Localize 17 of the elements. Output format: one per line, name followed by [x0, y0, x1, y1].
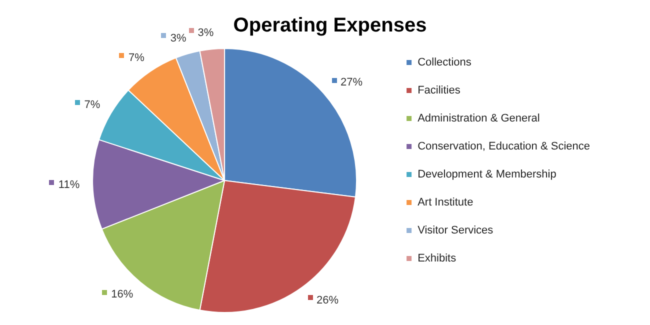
data-label: 16% — [111, 288, 134, 301]
chart-title: Operating Expenses — [233, 14, 427, 37]
data-label: 7% — [128, 52, 145, 64]
legend-label: Visitor Services — [418, 224, 494, 237]
data-label: 3% — [170, 32, 186, 44]
legend-label: Collections — [418, 56, 472, 69]
legend-label: Conservation, Education & Science — [418, 140, 590, 153]
legend-label: Exhibits — [418, 252, 457, 265]
data-label: 27% — [340, 76, 363, 89]
legend-label: Administration & General — [418, 112, 540, 125]
data-label: 7% — [84, 99, 100, 112]
data-label: 3% — [198, 27, 214, 40]
legend-label: Art Institute — [418, 196, 474, 209]
data-label: 11% — [58, 179, 80, 192]
data-label: 26% — [316, 294, 339, 306]
legend-label: Facilities — [418, 84, 461, 97]
legend-label: Development & Membership — [418, 168, 556, 181]
